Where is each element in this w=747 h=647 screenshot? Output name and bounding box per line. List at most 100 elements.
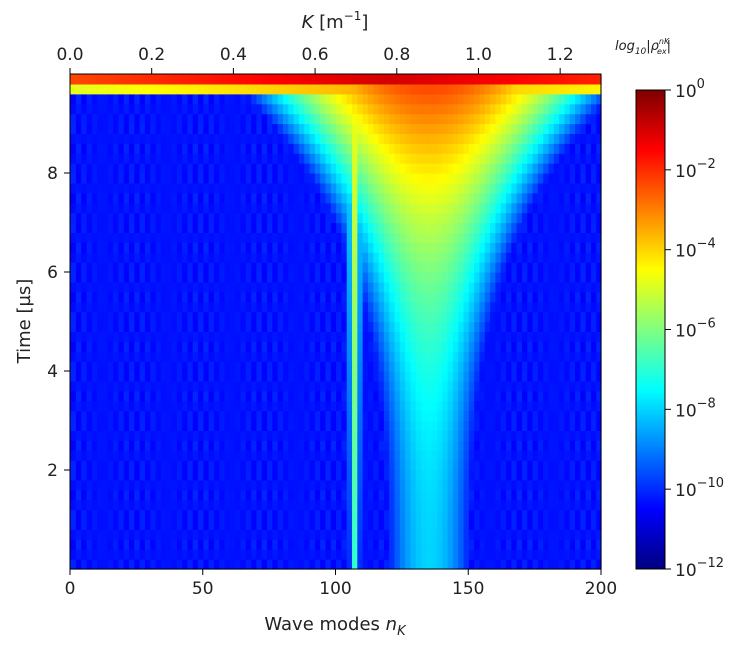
- heatmap-cell: [585, 103, 591, 115]
- heatmap-cell: [149, 460, 156, 471]
- heatmap-cell: [229, 361, 236, 372]
- heatmap-cell: [335, 281, 342, 293]
- heatmap-cell: [500, 489, 507, 501]
- heatmap-cell: [351, 301, 358, 313]
- heatmap-cell: [107, 202, 114, 214]
- heatmap-cell: [468, 519, 475, 530]
- heatmap-cell: [595, 470, 602, 481]
- heatmap-cell: [457, 252, 464, 263]
- heatmap-cell: [314, 420, 321, 431]
- heatmap-cell: [239, 232, 246, 243]
- heatmap-cell: [133, 163, 140, 174]
- heatmap-cell: [144, 539, 151, 550]
- heatmap-cell: [282, 450, 289, 461]
- heatmap-cell: [192, 489, 199, 501]
- heatmap-cell: [133, 212, 140, 224]
- heatmap-cell: [574, 242, 581, 253]
- heatmap-cell: [123, 311, 130, 323]
- heatmap-cell: [186, 113, 193, 125]
- heatmap-cell: [510, 450, 517, 461]
- heatmap-cell: [250, 83, 257, 95]
- heatmap-cell: [542, 83, 549, 95]
- heatmap-cell: [452, 173, 459, 184]
- heatmap-cell: [261, 380, 268, 392]
- heatmap-cell: [218, 262, 225, 273]
- heatmap-cell: [117, 371, 124, 382]
- heatmap-cell: [356, 212, 363, 224]
- heatmap-cell: [569, 380, 576, 392]
- heatmap-cell: [526, 450, 533, 461]
- heatmap-cell: [112, 470, 119, 481]
- heatmap-cell: [521, 410, 528, 422]
- heatmap-cell: [542, 222, 549, 233]
- heatmap-cell: [202, 252, 209, 263]
- heatmap-cell: [431, 192, 437, 204]
- heatmap-cell: [112, 272, 119, 283]
- heatmap-cell: [590, 222, 597, 233]
- heatmap-cell: [192, 519, 199, 530]
- heatmap-cell: [314, 479, 321, 491]
- heatmap-cell: [319, 242, 326, 253]
- heatmap-cell: [415, 103, 422, 115]
- heatmap-cell: [287, 202, 294, 214]
- heatmap-cell: [377, 113, 384, 125]
- heatmap-cell: [308, 351, 315, 362]
- heatmap-cell: [563, 143, 570, 154]
- heatmap-cell: [266, 143, 273, 154]
- heatmap-cell: [473, 163, 480, 174]
- heatmap-cell: [160, 479, 167, 491]
- heatmap-cell: [234, 519, 241, 530]
- heatmap-cell: [441, 133, 448, 144]
- heatmap-cell: [346, 351, 353, 362]
- heatmap-cell: [372, 519, 379, 530]
- heatmap-cell: [441, 509, 448, 521]
- heatmap-cell: [377, 252, 384, 263]
- heatmap-cell: [70, 153, 76, 164]
- heatmap-cell: [362, 242, 368, 253]
- heatmap-cell: [447, 489, 453, 501]
- heatmap-cell: [117, 153, 124, 164]
- heatmap-cell: [537, 133, 544, 144]
- heatmap-cell: [96, 499, 103, 511]
- heatmap-cell: [595, 380, 602, 392]
- heatmap-cell: [266, 410, 273, 422]
- heatmap-cell: [96, 222, 103, 233]
- heatmap-cell: [139, 212, 145, 224]
- heatmap-cell: [362, 153, 368, 164]
- heatmap-cell: [377, 242, 384, 253]
- heatmap-cell: [80, 272, 87, 283]
- heatmap-cell: [218, 252, 225, 263]
- heatmap-cell: [431, 371, 437, 382]
- heatmap-cell: [154, 212, 161, 224]
- heatmap-cell: [208, 291, 214, 303]
- heatmap-cell: [346, 212, 353, 224]
- heatmap-cell: [324, 539, 331, 550]
- heatmap-cell: [192, 281, 199, 293]
- heatmap-cell: [399, 103, 406, 115]
- heatmap-cell: [367, 529, 374, 540]
- heatmap-cell: [80, 182, 87, 194]
- heatmap-cell: [314, 281, 321, 293]
- heatmap-cell: [277, 291, 283, 303]
- heatmap-cell: [144, 311, 151, 323]
- heatmap-cell: [579, 361, 586, 372]
- heatmap-cell: [123, 489, 130, 501]
- heatmap-cell: [101, 133, 108, 144]
- heatmap-cell: [462, 529, 469, 540]
- heatmap-cell: [542, 529, 549, 540]
- heatmap-cell: [420, 489, 427, 501]
- heatmap-cell: [494, 133, 501, 144]
- heatmap-cell: [377, 123, 384, 134]
- heatmap-cell: [234, 390, 241, 402]
- heatmap-cell: [160, 489, 167, 501]
- heatmap-cell: [383, 390, 390, 402]
- heatmap-cell: [160, 549, 167, 560]
- heatmap-cell: [330, 93, 337, 105]
- heatmap-cell: [330, 400, 337, 412]
- heatmap-cell: [91, 331, 98, 342]
- heatmap-cell: [346, 400, 353, 412]
- heatmap-cell: [229, 281, 236, 293]
- heatmap-cell: [436, 371, 443, 382]
- heatmap-cell: [377, 331, 384, 342]
- heatmap-cell: [340, 123, 347, 134]
